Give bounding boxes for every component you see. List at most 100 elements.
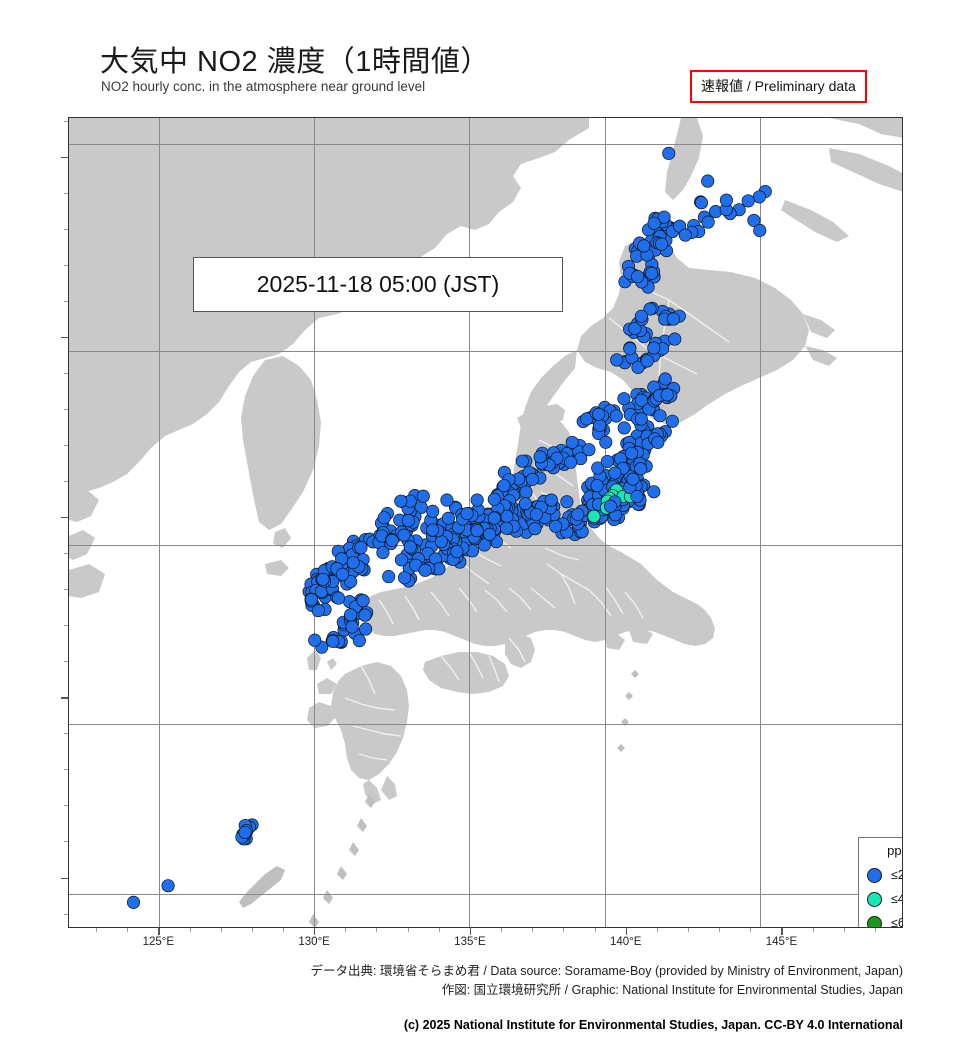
station-point bbox=[666, 312, 680, 326]
station-point bbox=[308, 633, 322, 647]
legend-swatch bbox=[867, 891, 882, 907]
x-tick-minor bbox=[376, 928, 378, 932]
station-point bbox=[640, 354, 654, 368]
gridline-40N bbox=[69, 351, 902, 352]
x-tick-minor bbox=[656, 928, 658, 932]
station-point bbox=[426, 523, 440, 537]
station-point bbox=[470, 493, 484, 507]
y-tick-minor bbox=[64, 228, 68, 230]
station-point bbox=[533, 450, 547, 464]
data-source-line: データ出典: 環境省そらまめ君 / Data source: Soramame-… bbox=[310, 964, 903, 978]
gridline-145E bbox=[760, 118, 761, 927]
station-point bbox=[450, 545, 464, 559]
x-tick-minor bbox=[750, 928, 752, 932]
station-point bbox=[653, 409, 667, 423]
station-point bbox=[565, 435, 579, 449]
station-point bbox=[377, 511, 391, 525]
station-point bbox=[701, 215, 715, 229]
y-tick-minor bbox=[64, 264, 68, 266]
station-point bbox=[549, 519, 563, 533]
station-point bbox=[662, 146, 676, 160]
y-tick-minor bbox=[64, 408, 68, 410]
legend-row: ≤40 bbox=[865, 887, 902, 911]
station-point bbox=[304, 592, 318, 607]
y-tick-major bbox=[61, 517, 68, 519]
legend-rows: ≤20≤40≤60≤100≤200≤500 bbox=[865, 863, 902, 927]
y-tick-minor bbox=[64, 661, 68, 663]
legend-label: ≤20 bbox=[891, 868, 902, 882]
station-point bbox=[630, 489, 644, 504]
y-tick-minor bbox=[64, 553, 68, 555]
station-point bbox=[500, 521, 514, 535]
station-point bbox=[416, 489, 430, 503]
station-point bbox=[460, 506, 474, 521]
station-point bbox=[658, 372, 672, 386]
page-title: 大気中 NO2 濃度（1時間値） bbox=[100, 46, 490, 78]
station-point bbox=[647, 341, 661, 355]
station-point bbox=[701, 174, 715, 188]
station-point bbox=[238, 825, 252, 839]
y-tick-minor bbox=[64, 805, 68, 807]
y-tick-minor bbox=[64, 589, 68, 591]
station-point bbox=[382, 570, 396, 584]
station-point bbox=[623, 342, 637, 356]
station-point bbox=[651, 435, 665, 449]
station-point bbox=[394, 494, 408, 508]
station-point bbox=[665, 414, 679, 428]
copyright-line: (c) 2025 National Institute for Environm… bbox=[403, 1018, 903, 1032]
legend-row: ≤20 bbox=[865, 863, 902, 887]
station-point bbox=[397, 528, 411, 542]
station-point bbox=[624, 446, 639, 460]
station-point bbox=[477, 538, 491, 552]
legend-swatch bbox=[867, 915, 882, 927]
y-tick-minor bbox=[64, 913, 68, 915]
x-tick-minor bbox=[532, 928, 534, 932]
station-point bbox=[311, 604, 325, 618]
station-point bbox=[528, 522, 542, 536]
station-point bbox=[358, 608, 372, 622]
x-tick-minor bbox=[688, 928, 690, 932]
legend-swatch bbox=[867, 867, 882, 883]
station-point bbox=[126, 895, 141, 909]
station-point bbox=[356, 594, 370, 608]
station-point bbox=[645, 266, 659, 280]
station-point bbox=[344, 608, 358, 622]
station-points-layer bbox=[126, 146, 772, 909]
station-point bbox=[376, 546, 390, 560]
station-point bbox=[385, 533, 399, 547]
station-point bbox=[647, 216, 661, 230]
x-tick-minor bbox=[189, 928, 191, 932]
station-point bbox=[470, 524, 484, 538]
station-point bbox=[352, 634, 366, 648]
station-point bbox=[637, 239, 651, 253]
gridline-25N bbox=[69, 894, 902, 895]
station-point bbox=[590, 479, 604, 493]
map-plot-area[interactable]: 2025-11-18 05:00 (JST) ppb ≤20≤40≤60≤100… bbox=[68, 117, 903, 928]
x-tick-minor bbox=[843, 928, 845, 932]
x-tick-minor bbox=[594, 928, 596, 932]
legend: ppb ≤20≤40≤60≤100≤200≤500 bbox=[858, 837, 902, 927]
station-point bbox=[544, 493, 558, 507]
station-point bbox=[631, 270, 645, 284]
station-point bbox=[331, 591, 346, 605]
preliminary-data-badge: 速報値 / Preliminary data bbox=[690, 70, 867, 103]
footer: データ出典: 環境省そらまめ君 / Data source: Soramame-… bbox=[0, 962, 980, 1032]
x-tick-minor bbox=[127, 928, 129, 932]
x-tick-minor bbox=[251, 928, 253, 932]
station-point bbox=[426, 504, 440, 518]
x-tick-minor bbox=[96, 928, 98, 932]
station-point bbox=[354, 541, 368, 555]
y-tick-minor bbox=[64, 769, 68, 771]
station-point bbox=[617, 421, 631, 435]
y-tick-minor bbox=[64, 372, 68, 374]
station-point bbox=[747, 213, 761, 227]
x-axis-label: 135°E bbox=[454, 936, 486, 948]
x-axis-label: 130°E bbox=[298, 936, 330, 948]
station-point bbox=[398, 571, 412, 585]
station-point bbox=[634, 412, 648, 426]
station-point bbox=[587, 509, 601, 523]
station-point bbox=[582, 443, 596, 457]
y-tick-minor bbox=[64, 445, 68, 446]
legend-row: ≤60 bbox=[865, 911, 902, 927]
station-point bbox=[628, 321, 642, 336]
